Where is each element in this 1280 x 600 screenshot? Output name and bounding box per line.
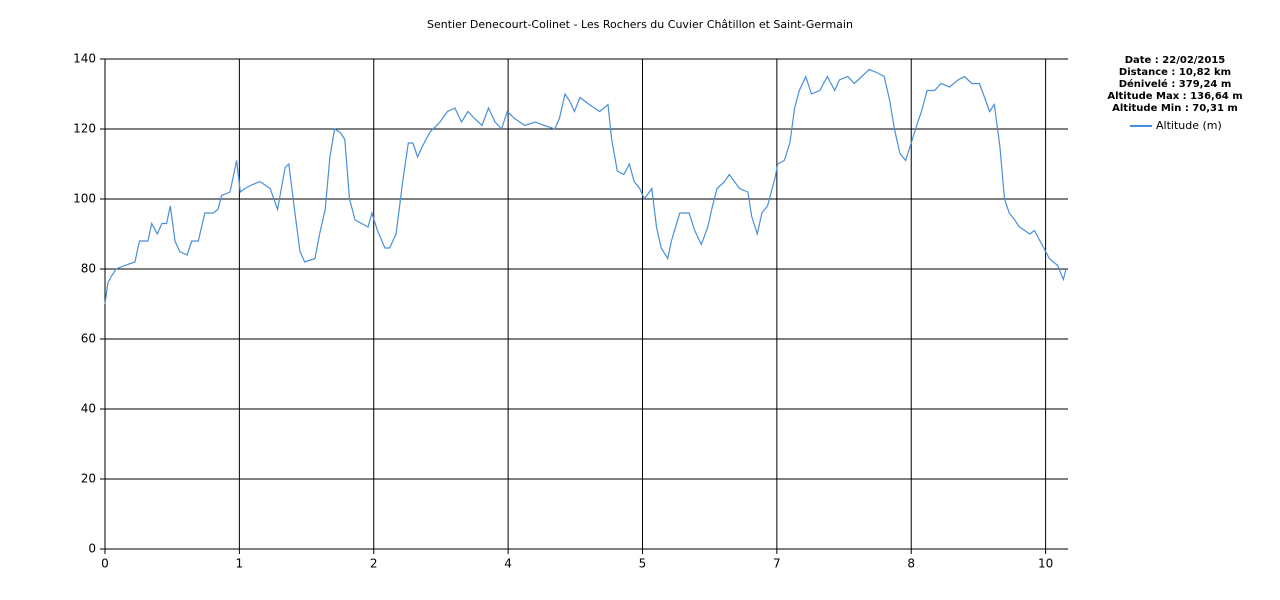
annotation: Distance : 10,82 km <box>1119 67 1231 78</box>
line <box>104 68 1067 305</box>
y-tick-label: 0 <box>88 542 96 556</box>
y-tick-label: 60 <box>81 332 96 346</box>
y-tick-label: 100 <box>73 192 96 206</box>
y-tick-label: 80 <box>81 262 96 276</box>
annotation: Altitude Max : 136,64 m <box>1107 91 1242 102</box>
x-tick-label: 10 <box>1038 557 1053 571</box>
legend-label: Altitude (m) <box>1156 119 1222 132</box>
y-tick-label: 20 <box>81 472 96 486</box>
x-tick-label: 8 <box>907 557 915 571</box>
x-tick-label: 0 <box>101 557 109 571</box>
annotation: Dénivelé : 379,24 m <box>1119 78 1232 90</box>
annotation: Altitude Min : 70,31 m <box>1112 103 1238 114</box>
annotation: Date : 22/02/2015 <box>1125 55 1226 66</box>
x-tick-label: 4 <box>504 557 512 571</box>
y-tick-label: 140 <box>73 52 96 66</box>
x-tick-label: 5 <box>639 557 647 571</box>
x-tick-label: 7 <box>773 557 781 571</box>
y-tick-label: 120 <box>73 122 96 136</box>
y-tick-label: 40 <box>81 402 96 416</box>
chart-title: Sentier Denecourt-Colinet - Les Rochers … <box>427 18 853 31</box>
x-tick-label: 1 <box>236 557 244 571</box>
x-tick-label: 2 <box>370 557 378 571</box>
